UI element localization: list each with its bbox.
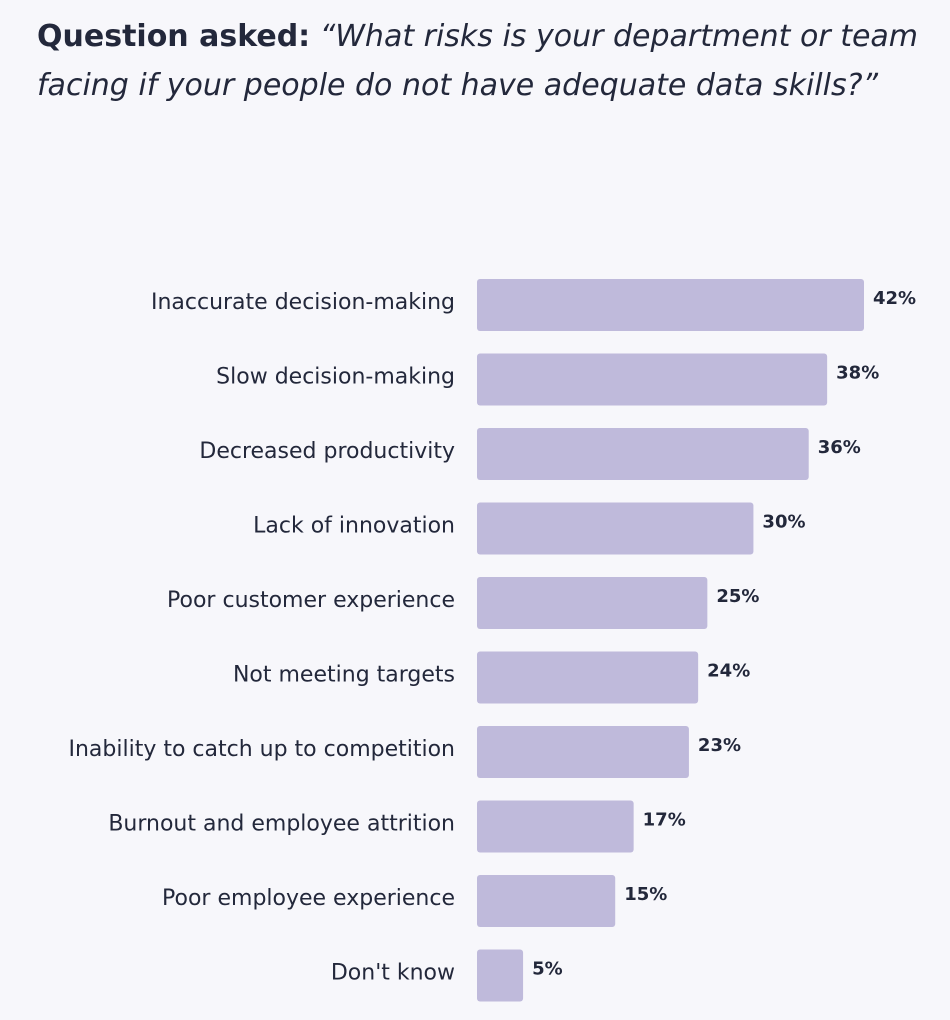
category-label-2: Slow decision-making [216,365,455,390]
value-label-8: 17% [643,810,686,831]
category-label-9: Poor employee experience [162,886,455,911]
category-label-6: Not meeting targets [233,663,455,688]
value-label-5: 25% [716,586,759,607]
question-header: Question asked: “What risks is your depa… [37,12,937,110]
value-label-7: 23% [698,735,741,756]
category-label-7: Inability to catch up to competition [68,737,455,762]
value-label-4: 30% [762,512,805,533]
bar-10 [477,949,524,1002]
bar-5 [477,577,708,629]
value-label-3: 36% [818,437,861,458]
category-label-4: Lack of innovation [253,514,455,539]
value-label-10: 5% [532,959,563,980]
bar-2 [477,353,828,406]
category-label-10: Don't know [331,961,455,986]
question-lead: Question asked: [37,19,311,54]
category-label-1: Inaccurate decision-making [151,290,455,315]
bar-9 [477,875,616,927]
value-label-2: 38% [836,363,879,384]
category-label-5: Poor customer experience [167,588,455,613]
bar-1 [477,279,864,331]
bar-3 [477,428,809,480]
bar-6 [477,651,699,704]
bar-7 [477,726,689,778]
bar-4 [477,502,754,555]
value-label-9: 15% [624,884,667,905]
value-label-6: 24% [707,661,750,682]
question-text: “What risks is your department or team f… [37,19,919,103]
category-label-3: Decreased productivity [199,439,455,464]
bar-8 [477,800,634,853]
value-label-1: 42% [873,288,916,309]
category-label-8: Burnout and employee attrition [108,812,455,837]
